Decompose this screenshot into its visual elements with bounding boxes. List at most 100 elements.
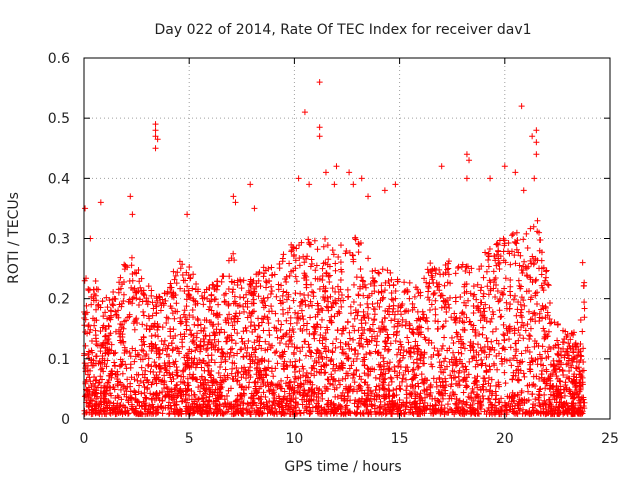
data-point (381, 346, 388, 353)
data-point (435, 351, 442, 358)
data-point (95, 379, 102, 386)
data-point (292, 257, 299, 264)
data-point (225, 320, 232, 327)
data-point (346, 365, 353, 372)
data-point (491, 362, 498, 369)
data-point (87, 378, 94, 385)
data-point (160, 341, 167, 348)
data-point (543, 368, 550, 375)
data-point (466, 269, 473, 276)
data-point (573, 343, 580, 350)
data-point (409, 381, 416, 388)
data-point (251, 308, 258, 315)
data-point (387, 374, 394, 381)
data-point (541, 328, 548, 335)
data-point (250, 291, 257, 298)
data-point (303, 398, 310, 405)
data-point (490, 268, 497, 275)
data-point (238, 346, 245, 353)
data-point (316, 337, 323, 344)
data-point (81, 410, 88, 417)
data-point (86, 404, 93, 411)
data-point (229, 289, 236, 296)
data-point (220, 378, 227, 385)
data-point (559, 367, 566, 374)
data-point (145, 283, 152, 290)
data-point (85, 323, 92, 330)
data-point (514, 392, 521, 399)
data-point (219, 353, 226, 360)
data-point (514, 377, 521, 384)
data-point (307, 298, 314, 305)
data-point (202, 332, 209, 339)
data-point (217, 410, 224, 417)
data-point (116, 363, 123, 370)
data-point (402, 367, 409, 374)
data-point (362, 284, 369, 291)
data-point (253, 271, 260, 278)
data-point (306, 344, 313, 351)
data-point (324, 242, 331, 249)
data-point (412, 393, 419, 400)
data-point (283, 296, 290, 303)
y-axis-title: ROTI / TECUs (6, 192, 22, 284)
data-point (138, 364, 145, 371)
data-point (532, 318, 539, 325)
data-point (247, 313, 254, 320)
data-point (283, 402, 290, 409)
data-point (361, 362, 368, 369)
data-point (385, 335, 392, 342)
data-point (386, 359, 393, 366)
data-point (278, 321, 285, 328)
data-point (572, 344, 579, 351)
data-point (322, 259, 329, 266)
data-point (324, 304, 331, 311)
data-point (323, 303, 330, 310)
data-point (445, 260, 452, 267)
data-point (335, 377, 342, 384)
data-point (91, 322, 98, 329)
data-point (527, 257, 534, 264)
data-point (355, 249, 362, 256)
data-point (360, 278, 367, 285)
data-point (231, 293, 238, 300)
data-point (300, 372, 307, 379)
data-point (460, 341, 467, 348)
data-point (296, 368, 303, 375)
data-point (260, 327, 267, 334)
data-point (414, 348, 421, 355)
data-point (457, 336, 464, 343)
data-point (359, 358, 366, 365)
data-point (191, 391, 198, 398)
data-point (170, 326, 177, 333)
data-point (294, 382, 301, 389)
data-point (230, 352, 237, 359)
data-point (537, 385, 544, 392)
data-point (408, 376, 415, 383)
data-point (104, 315, 111, 322)
data-point (451, 317, 458, 324)
data-point (148, 287, 155, 294)
data-point (441, 334, 448, 341)
data-point (433, 383, 440, 390)
data-point (478, 312, 485, 319)
data-point (454, 264, 461, 271)
data-point (423, 406, 430, 413)
data-point (409, 300, 416, 307)
data-point (496, 399, 503, 406)
data-point (432, 297, 439, 304)
data-point (161, 385, 168, 392)
data-point (245, 384, 252, 391)
data-point (457, 344, 464, 351)
data-point (517, 301, 524, 308)
data-point (448, 314, 455, 321)
data-point (327, 293, 334, 300)
data-point (525, 388, 532, 395)
data-point (461, 369, 468, 376)
data-point (361, 281, 368, 288)
data-point (547, 345, 554, 352)
data-point (427, 260, 434, 267)
data-point (267, 344, 274, 351)
data-point (386, 408, 393, 415)
data-point (366, 398, 373, 405)
